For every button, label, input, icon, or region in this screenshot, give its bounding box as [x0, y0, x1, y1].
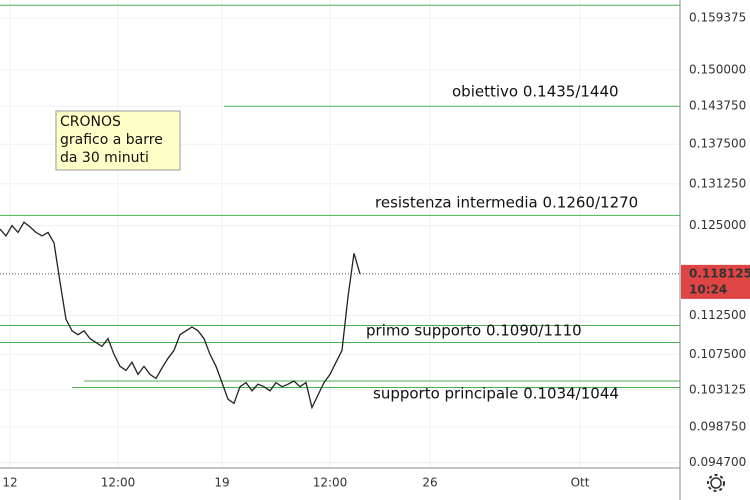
info-box-line: grafico a barre: [60, 132, 163, 148]
x-tick-label: 26: [422, 476, 437, 490]
y-tick-label: 0.143750: [689, 99, 746, 113]
x-tick-label: 12: [2, 476, 17, 490]
y-tick-label: 0.103125: [689, 382, 746, 396]
info-box-line: CRONOS: [60, 114, 121, 130]
y-tick-label: 0.094700: [689, 455, 746, 469]
countdown: 10:24: [689, 282, 727, 296]
annotation: primo supporto 0.1090/1110: [366, 322, 582, 340]
y-tick-label: 0.112500: [689, 308, 746, 322]
settings-icon[interactable]: [707, 474, 725, 492]
y-tick-label: 0.131250: [689, 176, 746, 190]
x-tick-label: Ott: [571, 476, 590, 490]
annotation: supporto principale 0.1034/1044: [373, 385, 619, 403]
x-tick-label: 12:00: [313, 476, 348, 490]
info-box: [55, 110, 181, 171]
y-tick-label: 0.159375: [689, 11, 746, 25]
info-box-line: da 30 minuti: [60, 150, 149, 166]
price-line: [0, 221, 361, 410]
annotation: resistenza intermedia 0.1260/1270: [375, 194, 638, 212]
last-price-box: [681, 264, 750, 299]
annotation: obiettivo 0.1435/1440: [452, 83, 619, 101]
last-price-label: 0.118125: [689, 266, 750, 280]
y-tick-label: 0.125000: [689, 218, 746, 232]
y-tick-label: 0.150000: [689, 62, 746, 76]
x-tick-label: 12:00: [101, 476, 136, 490]
y-tick-label: 0.107500: [689, 347, 746, 361]
y-tick-label: 0.137500: [689, 137, 746, 151]
x-tick-label: 19: [214, 476, 229, 490]
y-tick-label: 0.098750: [689, 419, 746, 433]
